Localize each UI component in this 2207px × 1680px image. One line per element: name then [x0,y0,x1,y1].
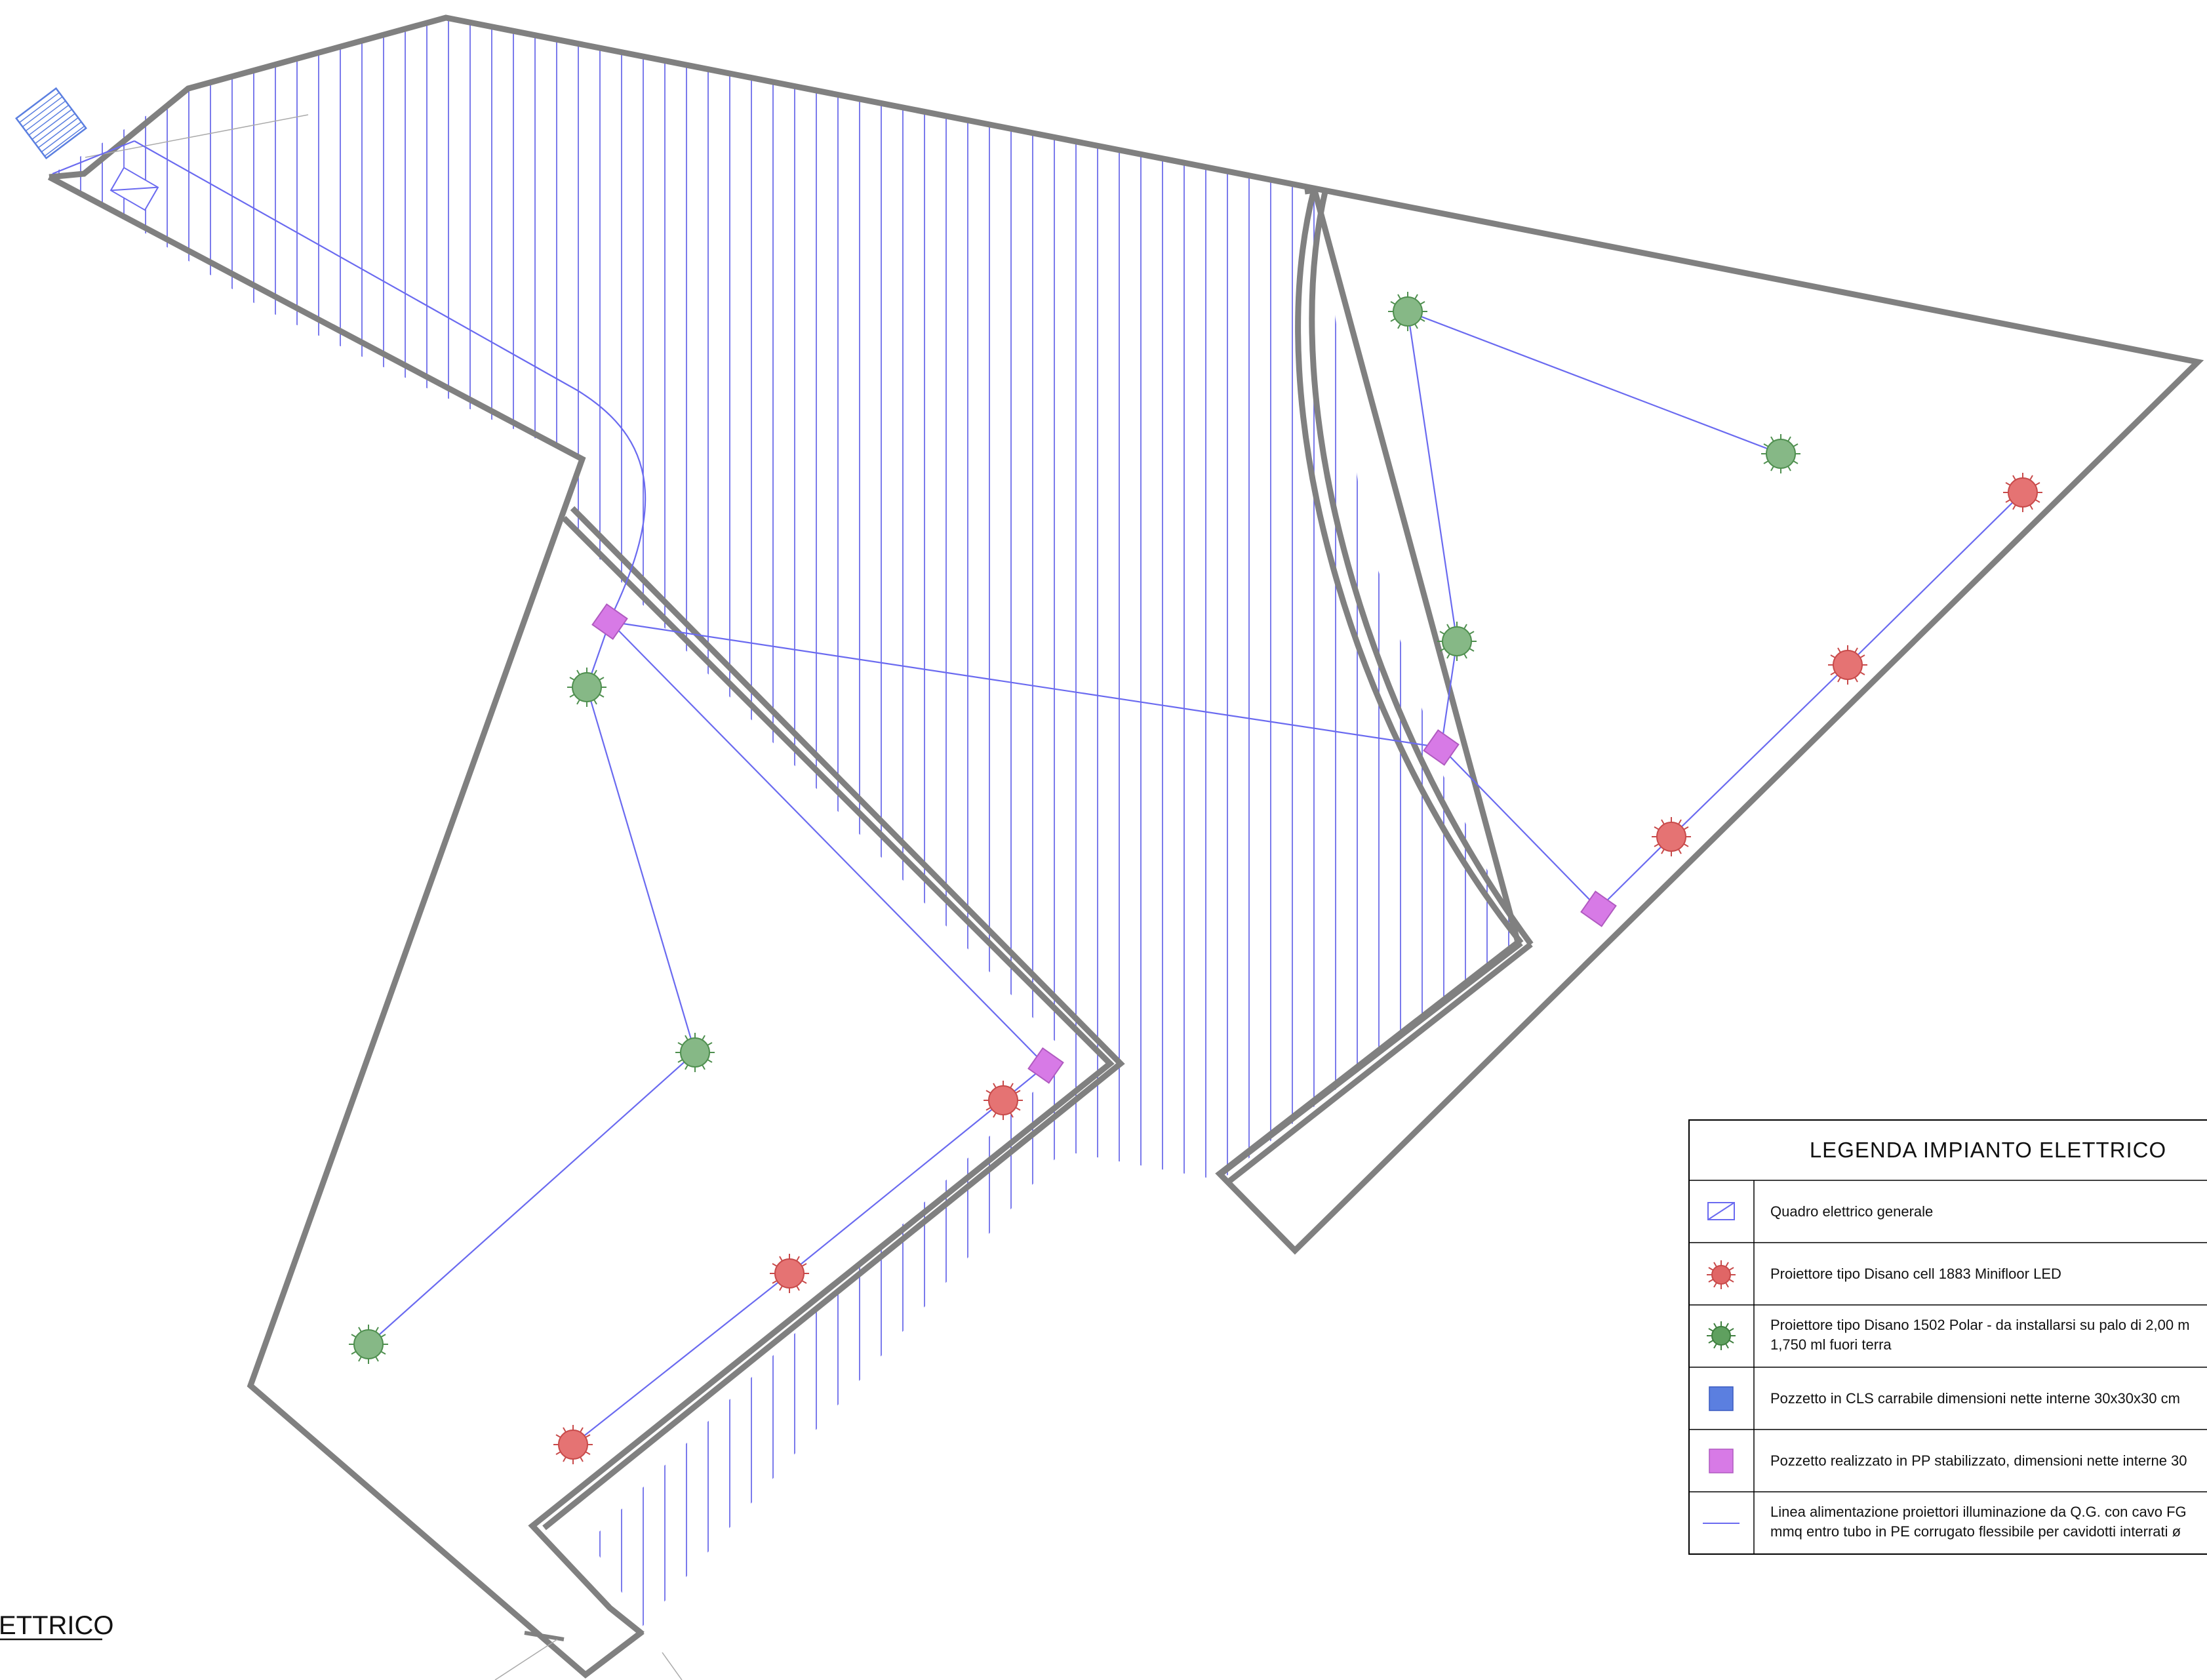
legend-title: LEGENDA IMPIANTO ELETTRICO [1810,1138,2166,1162]
legend-item-quadro: Quadro elettrico generale [1770,1203,1933,1220]
pink-pit-icon [1709,1449,1734,1473]
legend-item-red-projector: Proiettore tipo Disano cell 1883 Miniflo… [1770,1266,2061,1282]
legend-red-projector-symbol [1707,1260,1736,1289]
green-projector [1761,434,1800,473]
pink-pit [1580,890,1617,927]
legend-item-blue-pit: Pozzetto in CLS carrabile dimensioni net… [1770,1390,2180,1407]
red-projector [1652,817,1691,856]
legend-item-pink-pit: Pozzetto realizzato in PP stabilizzato, … [1770,1452,2187,1469]
green-projector-icon [1707,1321,1736,1350]
boundary-walls [47,14,2204,1679]
blue-pit-icon [1709,1386,1734,1411]
red-projector [553,1425,593,1464]
cls-pit [15,87,87,159]
pink-pit [591,603,628,640]
caption-text: ETTRICO [0,1611,114,1640]
red-projector-icon [1707,1260,1736,1289]
legend-item-green-projector-line1: Proiettore tipo Disano 1502 Polar - da i… [1770,1317,2190,1333]
quadro-icon [1707,1202,1735,1220]
green-projector [1437,622,1477,661]
green-projector [349,1325,388,1364]
legend: LEGENDA IMPIANTO ELETTRICO Quadro elettr… [1688,1119,2207,1555]
legend-item-green-projector-line2: 1,750 ml fuori terra [1770,1336,1892,1353]
green-projector [567,668,606,707]
legend-item-cable-line1: Linea alimentazione proiettori illuminaz… [1770,1504,2187,1520]
reference-lines [85,114,683,1680]
red-projector [770,1254,809,1293]
legend-green-projector-symbol [1707,1321,1736,1350]
red-projector [984,1081,1023,1120]
pink-pit [1423,729,1460,766]
green-projector [1388,292,1427,331]
legend-item-cable-line2: mmq entro tubo in PE corrugato flessibil… [1770,1523,2181,1540]
pink-pit [1027,1047,1064,1084]
fixtures [349,292,2042,1464]
paved-area-hatch [58,18,1509,1626]
cable-network [52,140,2023,1445]
red-projector [2003,473,2042,512]
green-projector [675,1033,715,1072]
red-projector [1828,645,1867,685]
quadro-elettrico [109,167,159,211]
caption: ETTRICO [0,1611,114,1641]
